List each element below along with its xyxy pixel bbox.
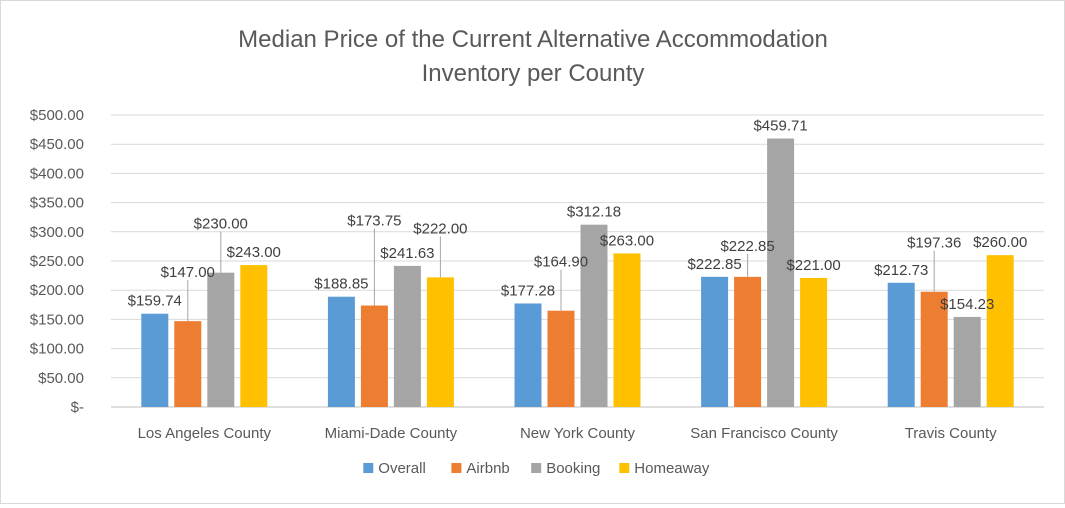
legend-label: Homeaway xyxy=(634,460,710,477)
bar xyxy=(360,305,388,407)
data-label: $243.00 xyxy=(227,244,281,261)
y-tick-label: $500.00 xyxy=(30,107,84,124)
data-label: $212.73 xyxy=(874,262,928,279)
y-tick-label: $- xyxy=(71,399,84,416)
bar xyxy=(953,316,981,407)
data-label: $159.74 xyxy=(128,293,182,310)
bar xyxy=(393,265,421,407)
bar xyxy=(800,277,828,407)
legend-swatch xyxy=(451,463,462,473)
data-label: $188.85 xyxy=(314,276,368,293)
data-label: $459.71 xyxy=(753,118,807,135)
data-label: $222.85 xyxy=(720,238,774,255)
y-axis-tick-labels: $- $50.00 $100.00 $150.00 $200.00 $250.00 $300… xyxy=(30,107,84,416)
bar xyxy=(767,138,795,407)
legend-item: Homeaway xyxy=(619,460,710,477)
bar xyxy=(986,255,1014,407)
data-label: $147.00 xyxy=(161,264,215,281)
legend-label: Airbnb xyxy=(466,460,509,477)
x-tick-label: New York County xyxy=(520,425,636,442)
chart-title-line-2: Inventory per County xyxy=(422,60,645,87)
data-label: $154.23 xyxy=(940,296,994,313)
bar xyxy=(240,265,268,407)
bar xyxy=(580,224,608,407)
x-tick-label: Travis County xyxy=(905,425,997,442)
data-label: $221.00 xyxy=(786,257,840,274)
data-label: $222.00 xyxy=(413,220,467,237)
legend-item: Overall xyxy=(363,460,426,477)
data-label: $164.90 xyxy=(534,254,588,271)
legend-label: Booking xyxy=(546,460,600,477)
legend: Overall Airbnb Booking Homeaway xyxy=(363,460,710,477)
legend-swatch xyxy=(619,463,630,473)
x-axis-category-labels: Los Angeles County Miami-Dade County New Y… xyxy=(138,425,998,442)
y-tick-label: $100.00 xyxy=(30,341,84,358)
data-labels: $243.00 $230.00 $159.74 $147.00 $241.63 $222.… xyxy=(128,118,1028,313)
legend-item: Booking xyxy=(531,460,600,477)
x-tick-label: Los Angeles County xyxy=(138,425,272,442)
chart-title: Median Price of the Current Alternative … xyxy=(238,26,828,87)
bar xyxy=(887,282,915,407)
bar xyxy=(327,296,355,407)
y-tick-label: $400.00 xyxy=(30,165,84,182)
x-tick-label: Miami-Dade County xyxy=(325,425,458,442)
bar xyxy=(734,276,762,407)
y-tick-label: $150.00 xyxy=(30,311,84,328)
bar xyxy=(141,313,169,407)
legend-item: Airbnb xyxy=(451,460,510,477)
legend-label: Overall xyxy=(378,460,426,477)
y-tick-label: $250.00 xyxy=(30,253,84,270)
bar xyxy=(514,303,542,407)
data-label: $312.18 xyxy=(567,204,621,221)
data-label: $241.63 xyxy=(380,245,434,262)
y-tick-label: $200.00 xyxy=(30,282,84,299)
bar xyxy=(920,291,948,407)
chart-title-line-1: Median Price of the Current Alternative … xyxy=(238,26,828,53)
bar xyxy=(207,272,235,407)
bar xyxy=(613,253,641,407)
bar xyxy=(701,276,729,407)
bar xyxy=(547,310,575,407)
bar xyxy=(174,321,202,407)
data-label-leader-lines xyxy=(187,228,935,322)
y-tick-label: $50.00 xyxy=(38,370,84,387)
data-label: $177.28 xyxy=(501,282,555,299)
data-label: $222.85 xyxy=(687,256,741,273)
bars xyxy=(141,138,1014,407)
legend-swatch xyxy=(363,463,374,473)
data-label: $260.00 xyxy=(973,234,1027,251)
data-label: $230.00 xyxy=(194,216,248,233)
y-tick-label: $300.00 xyxy=(30,224,84,241)
data-label: $263.00 xyxy=(600,232,654,249)
data-label: $197.36 xyxy=(907,235,961,252)
x-tick-label: San Francisco County xyxy=(690,425,838,442)
bar xyxy=(426,277,454,407)
data-label: $173.75 xyxy=(347,213,401,230)
y-tick-label: $450.00 xyxy=(30,136,84,153)
y-tick-label: $350.00 xyxy=(30,195,84,212)
legend-swatch xyxy=(531,463,542,473)
